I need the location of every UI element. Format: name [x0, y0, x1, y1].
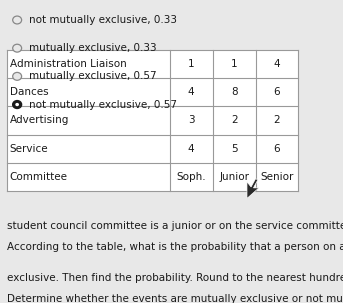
Text: not mutually exclusive, 0.57: not mutually exclusive, 0.57 — [29, 99, 177, 110]
Text: 6: 6 — [274, 87, 280, 97]
Text: Junior: Junior — [219, 172, 249, 182]
Circle shape — [13, 16, 22, 24]
Text: exclusive. Then find the probability. Round to the nearest hundredth.: exclusive. Then find the probability. Ro… — [7, 273, 343, 283]
Text: Administration Liaison: Administration Liaison — [10, 59, 126, 69]
Text: Advertising: Advertising — [10, 115, 69, 125]
Text: 1: 1 — [231, 59, 237, 69]
Text: not mutually exclusive, 0.33: not mutually exclusive, 0.33 — [29, 15, 177, 25]
Text: mutually exclusive, 0.57: mutually exclusive, 0.57 — [29, 71, 157, 82]
Text: Determine whether the events are mutually exclusive or not mutually: Determine whether the events are mutuall… — [7, 294, 343, 303]
Bar — [7, 50, 298, 191]
Circle shape — [13, 44, 22, 52]
Text: 2: 2 — [231, 115, 237, 125]
Circle shape — [15, 103, 19, 106]
Circle shape — [13, 72, 22, 80]
Circle shape — [13, 101, 22, 108]
Polygon shape — [247, 179, 259, 198]
Text: 4: 4 — [188, 144, 194, 154]
Text: 2: 2 — [274, 115, 280, 125]
Text: mutually exclusive, 0.33: mutually exclusive, 0.33 — [29, 43, 157, 53]
Text: Soph.: Soph. — [176, 172, 206, 182]
Text: Dances: Dances — [10, 87, 48, 97]
Text: 4: 4 — [274, 59, 280, 69]
Text: 1: 1 — [188, 59, 194, 69]
Text: Service: Service — [10, 144, 48, 154]
Text: student council committee is a junior or on the service committee?: student council committee is a junior or… — [7, 221, 343, 231]
Text: 4: 4 — [188, 87, 194, 97]
Text: Committee: Committee — [10, 172, 68, 182]
Text: 3: 3 — [188, 115, 194, 125]
Text: 6: 6 — [274, 144, 280, 154]
Text: According to the table, what is the probability that a person on a: According to the table, what is the prob… — [7, 242, 343, 252]
Text: 5: 5 — [231, 144, 237, 154]
Text: Senior: Senior — [260, 172, 294, 182]
Text: 8: 8 — [231, 87, 237, 97]
